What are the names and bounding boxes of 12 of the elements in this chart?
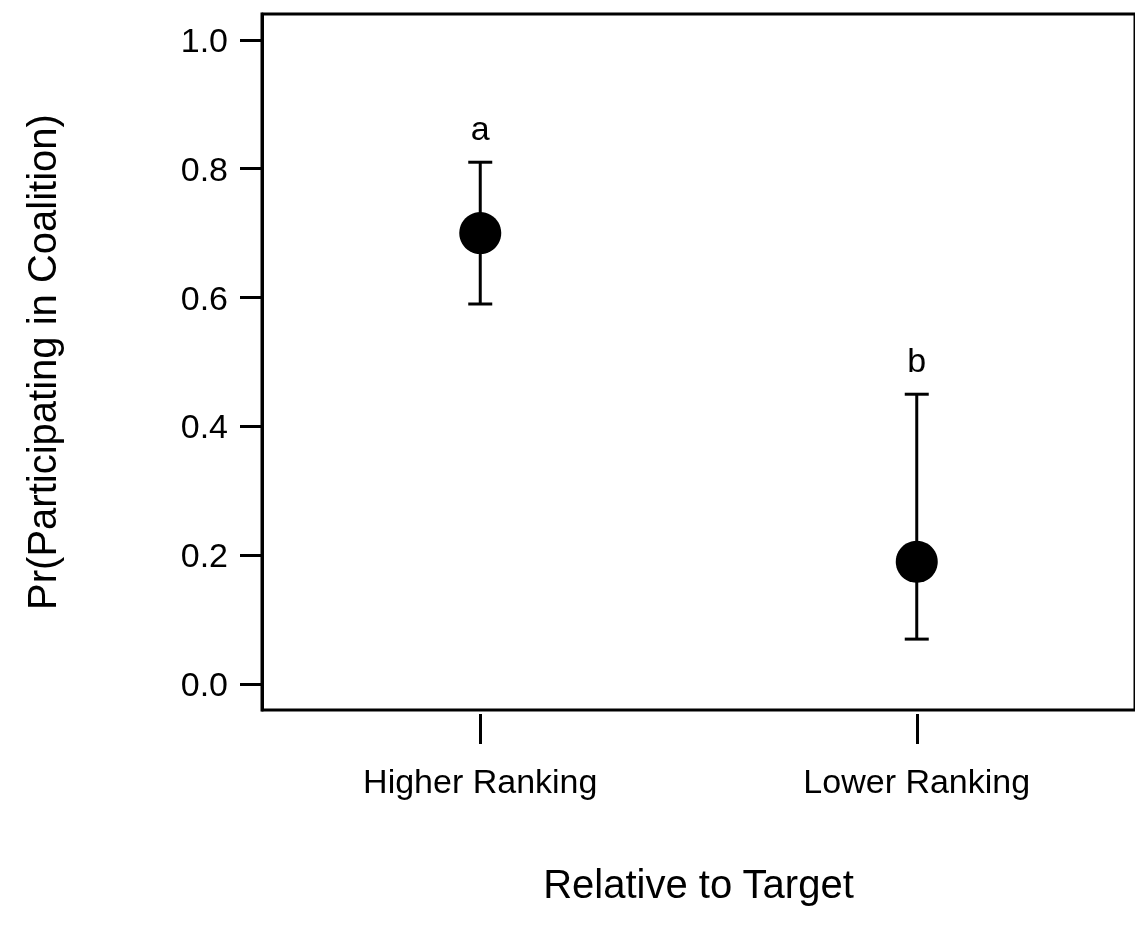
y-tick-label: 0.6: [180, 278, 228, 317]
annotation: b: [907, 341, 927, 380]
y-axis-title: Pr(Participating in Coalition): [20, 114, 64, 610]
x-axis-title: Relative to Target: [543, 862, 854, 906]
y-tick-label: 0.4: [180, 407, 228, 446]
x-tick-label: Higher Ranking: [363, 762, 598, 800]
y-tick-label: 0.8: [180, 149, 228, 188]
y-tick-label: 0.2: [180, 536, 228, 575]
y-tick-label: 1.0: [180, 20, 228, 59]
x-tick-label: Lower Ranking: [803, 762, 1031, 800]
annotation: a: [470, 109, 490, 148]
y-tick-label: 0.0: [180, 665, 228, 704]
